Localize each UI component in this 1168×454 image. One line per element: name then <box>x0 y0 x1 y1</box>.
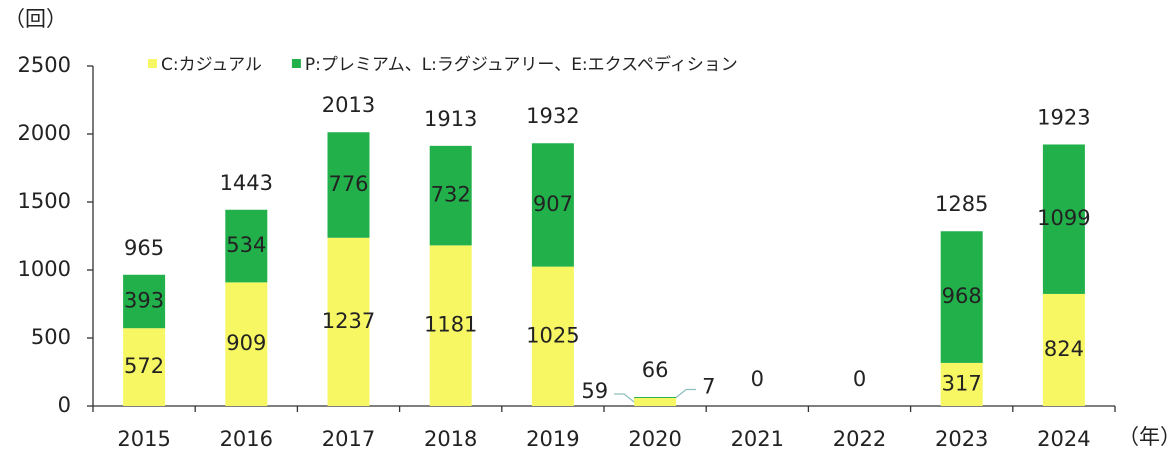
x-tick-label: 2024 <box>1037 427 1090 451</box>
leader-line <box>614 393 635 403</box>
x-tick-label: 2023 <box>935 427 988 451</box>
bar-segment <box>940 362 983 406</box>
y-tick-label: 0 <box>58 393 71 417</box>
data-label: 1025 <box>526 323 579 347</box>
data-label: 776 <box>328 172 368 196</box>
data-label: 317 <box>942 371 982 395</box>
bar-segment <box>531 266 574 406</box>
data-label: 907 <box>533 192 573 216</box>
bar-segment <box>1042 144 1085 294</box>
legend-label: C:カジュアル <box>161 55 262 75</box>
x-tick-label: 2017 <box>322 427 375 451</box>
total-label: 2013 <box>322 93 375 117</box>
bar-segment <box>327 132 370 238</box>
x-tick-label: 2018 <box>424 427 477 451</box>
bar-segment <box>123 274 166 329</box>
x-axis-label: （年） <box>1118 425 1168 449</box>
total-label: 1932 <box>526 104 579 128</box>
legend-label: P:プレミアム、L:ラグジュアリー、E:エクスペディション <box>305 54 738 75</box>
data-label: 968 <box>942 284 982 308</box>
y-tick-label: 2500 <box>18 53 71 77</box>
bar-segment <box>225 282 268 406</box>
data-label: 59 <box>581 379 608 403</box>
data-label: 572 <box>124 354 164 378</box>
y-tick-label: 1500 <box>18 189 71 213</box>
total-label: 1913 <box>424 107 477 131</box>
data-label: 824 <box>1044 337 1084 361</box>
data-label: 534 <box>226 233 266 257</box>
bar-segment <box>225 209 268 283</box>
leader-line <box>675 388 697 398</box>
x-tick-label: 2019 <box>526 427 579 451</box>
bar-segment <box>327 237 370 406</box>
y-tick-label: 500 <box>31 325 71 349</box>
bar-segment <box>123 328 166 406</box>
bar-segment <box>940 231 983 363</box>
y-tick-label: 1000 <box>18 257 71 281</box>
x-tick-label: 2015 <box>117 427 170 451</box>
total-label: 0 <box>853 367 866 391</box>
data-label: 1099 <box>1037 206 1090 230</box>
legend-swatch <box>291 59 301 68</box>
bar-segment <box>1042 293 1085 406</box>
data-label: 1237 <box>322 309 375 333</box>
bar-segment <box>634 397 677 406</box>
data-label: 1181 <box>424 313 477 337</box>
x-tick-label: 2021 <box>731 427 784 451</box>
y-tick-label: 2000 <box>18 121 71 145</box>
y-axis-label: （回） <box>4 7 67 31</box>
bar-segment <box>429 145 472 246</box>
bar-segment <box>429 245 472 406</box>
x-tick-label: 2020 <box>628 427 681 451</box>
data-label: 393 <box>124 288 164 312</box>
x-tick-label: 2022 <box>833 427 886 451</box>
data-label: 7 <box>702 375 715 399</box>
data-label: 732 <box>431 183 471 207</box>
total-label: 66 <box>642 358 669 382</box>
x-tick-label: 2016 <box>220 427 273 451</box>
bar-segment <box>634 397 677 398</box>
bar-segment <box>531 143 574 267</box>
total-label: 1923 <box>1037 105 1090 129</box>
data-label: 909 <box>226 331 266 355</box>
total-label: 1443 <box>220 171 273 195</box>
legend-swatch <box>148 59 157 68</box>
total-label: 965 <box>124 236 164 260</box>
total-label: 1285 <box>935 192 988 216</box>
total-label: 0 <box>751 367 764 391</box>
